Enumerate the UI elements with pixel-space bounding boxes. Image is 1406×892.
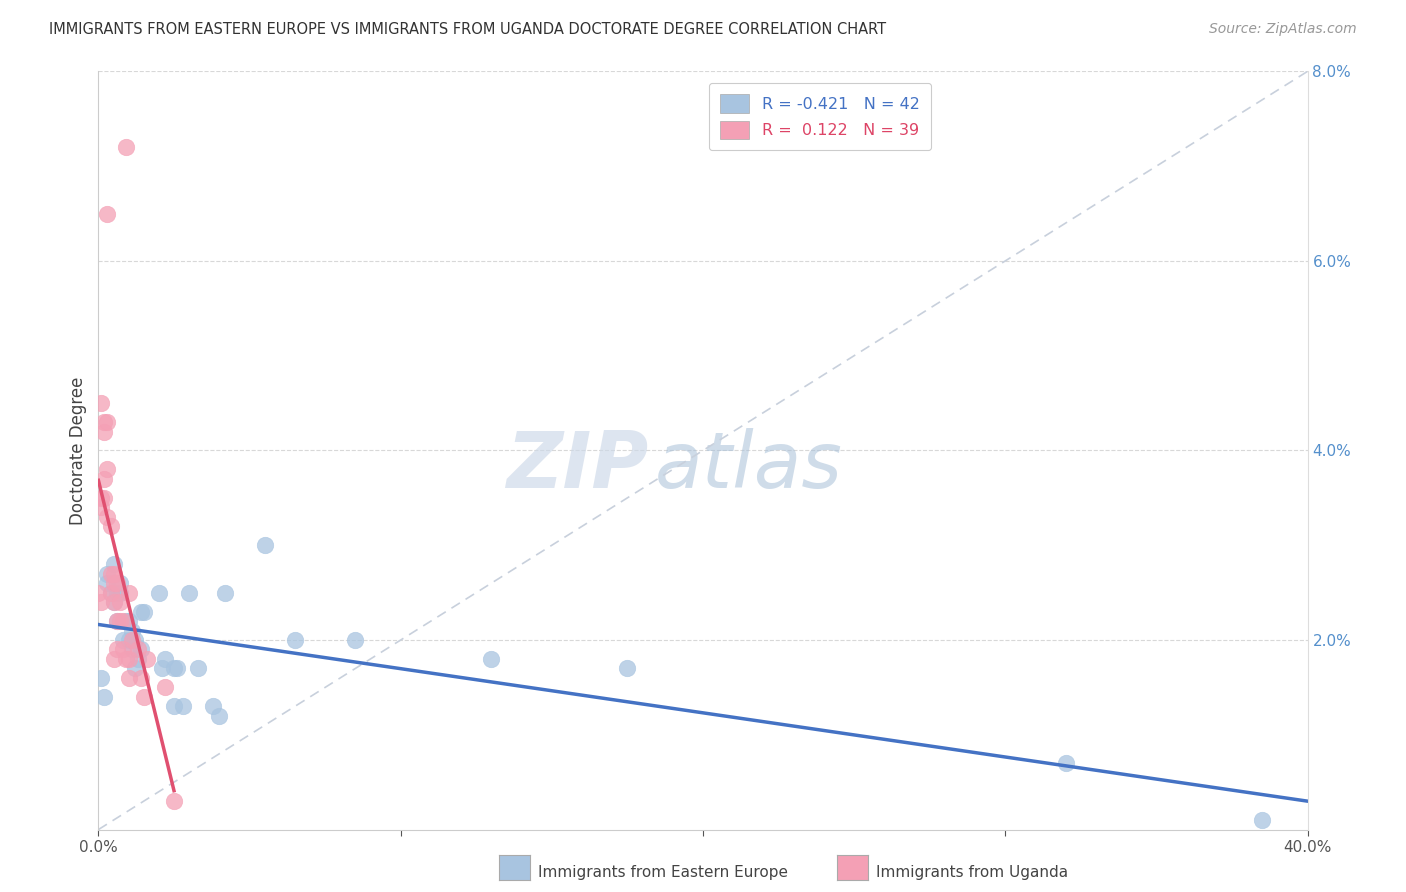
Text: ZIP: ZIP (506, 427, 648, 504)
Point (105, 585, 128, 599)
Point (127, 652, 149, 666)
Point (105, 642, 128, 657)
Point (114, 140, 136, 154)
Text: atlas: atlas (655, 427, 842, 504)
Point (129, 671, 152, 685)
Point (90, 500, 112, 515)
Point (108, 585, 131, 599)
Point (127, 642, 149, 657)
Point (105, 576, 128, 591)
Point (103, 595, 125, 609)
Point (129, 642, 152, 657)
Text: Source: ZipAtlas.com: Source: ZipAtlas.com (1209, 22, 1357, 37)
Point (616, 661, 638, 675)
Point (103, 557, 125, 572)
Point (96, 576, 118, 591)
Point (90, 671, 112, 685)
Point (108, 595, 131, 609)
Point (166, 661, 188, 675)
Point (172, 699, 194, 714)
Point (114, 652, 136, 666)
Point (121, 642, 143, 657)
Point (111, 642, 134, 657)
Point (284, 633, 307, 648)
Point (103, 576, 125, 591)
Point (124, 661, 146, 675)
Point (153, 681, 176, 695)
Point (132, 605, 155, 619)
Point (93, 415, 115, 429)
Point (100, 585, 122, 599)
Point (118, 671, 141, 685)
Point (96, 509, 118, 524)
Point (108, 614, 131, 628)
Point (1251, 813, 1274, 827)
Point (103, 652, 125, 666)
Point (100, 585, 122, 599)
Point (1054, 756, 1077, 771)
Point (253, 538, 276, 552)
Point (163, 699, 186, 714)
Point (103, 566, 125, 581)
Point (105, 614, 128, 628)
Point (163, 794, 186, 808)
Text: Immigrants from Eastern Europe: Immigrants from Eastern Europe (538, 865, 789, 880)
Point (96, 566, 118, 581)
Point (118, 652, 141, 666)
Point (202, 699, 225, 714)
Y-axis label: Doctorate Degree: Doctorate Degree (69, 376, 87, 524)
Legend: R = -0.421   N = 42, R =  0.122   N = 39: R = -0.421 N = 42, R = 0.122 N = 39 (709, 83, 931, 151)
Point (179, 585, 201, 599)
Point (153, 652, 176, 666)
Text: Immigrants from Uganda: Immigrants from Uganda (876, 865, 1069, 880)
Point (111, 633, 134, 648)
Point (93, 491, 115, 505)
Point (132, 690, 155, 704)
Point (111, 614, 134, 628)
Point (481, 652, 503, 666)
Point (118, 633, 141, 648)
Point (108, 576, 131, 591)
Point (344, 633, 367, 648)
Point (96, 462, 118, 476)
Point (93, 472, 115, 486)
Point (87, 585, 110, 599)
Point (96, 415, 118, 429)
Point (121, 624, 143, 638)
Point (90, 396, 112, 410)
Point (105, 614, 128, 628)
Point (187, 661, 209, 675)
Point (93, 690, 115, 704)
Point (121, 633, 143, 648)
Point (90, 491, 112, 505)
Point (135, 652, 157, 666)
Point (148, 585, 170, 599)
Point (103, 595, 125, 609)
Point (208, 708, 231, 723)
Point (100, 566, 122, 581)
Point (100, 519, 122, 533)
Text: IMMIGRANTS FROM EASTERN EUROPE VS IMMIGRANTS FROM UGANDA DOCTORATE DEGREE CORREL: IMMIGRANTS FROM EASTERN EUROPE VS IMMIGR… (49, 22, 886, 37)
Point (90, 595, 112, 609)
Point (118, 614, 141, 628)
Point (93, 425, 115, 439)
Point (214, 585, 236, 599)
Point (124, 633, 146, 648)
Point (114, 614, 136, 628)
Point (118, 585, 141, 599)
Point (96, 206, 118, 220)
Point (163, 661, 186, 675)
Point (150, 661, 173, 675)
Point (129, 605, 152, 619)
